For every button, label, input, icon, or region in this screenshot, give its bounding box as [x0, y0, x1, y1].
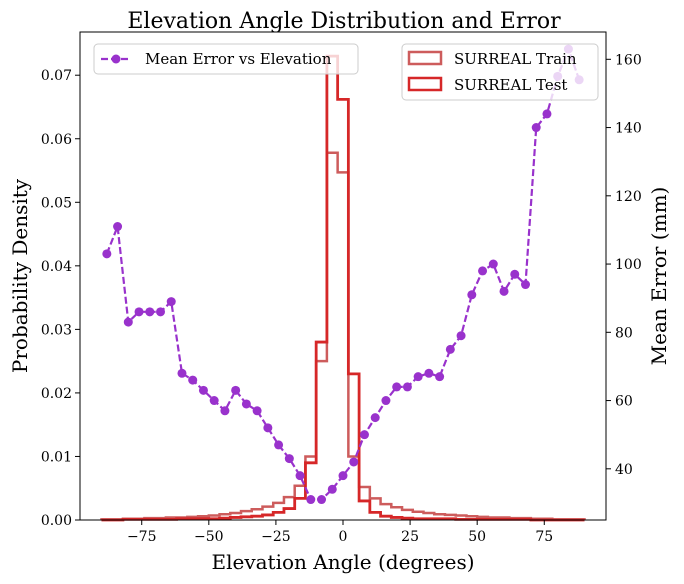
y-left-tick-label: 0.06: [41, 132, 72, 148]
test-bin: [252, 516, 263, 520]
mean-error-point: [510, 269, 520, 279]
mean-error-point: [338, 471, 348, 481]
mean-error-point: [156, 307, 166, 317]
test-bin: [381, 516, 392, 520]
mean-error-point: [392, 382, 402, 392]
legend-test-swatch: [407, 76, 443, 92]
mean-error-point: [359, 430, 369, 440]
legend-error-frame: [93, 43, 359, 75]
x-tick-label: −75: [127, 529, 157, 545]
mean-error-point: [413, 372, 423, 382]
test-bin: [262, 515, 273, 520]
y-left-tick-label: 0.02: [41, 386, 72, 402]
mean-error-point: [381, 396, 391, 406]
y-left-tick-label: 0.04: [41, 259, 72, 275]
mean-error-point: [188, 375, 198, 385]
mean-error-point: [123, 317, 133, 327]
mean-error-point: [198, 385, 208, 395]
y-right-tick-label: 40: [615, 462, 633, 478]
y-axis-right-label: Mean Error (mm): [647, 187, 671, 366]
y-right-tick-label: 120: [615, 189, 642, 205]
y-left-tick-label: 0.05: [41, 195, 72, 211]
y-right-tick-label: 80: [615, 325, 633, 341]
legend-error-label: Mean Error vs Elevation: [145, 50, 332, 68]
train-outline: [100, 151, 586, 521]
mean-error-point: [134, 307, 144, 317]
series-surreal-train: [100, 151, 586, 521]
y-left-tick-label: 0.03: [41, 322, 72, 338]
test-bin: [327, 56, 338, 520]
mean-error-point: [284, 454, 294, 464]
x-tick-label: −25: [261, 529, 291, 545]
mean-error-point: [402, 382, 412, 392]
x-axis-label: Elevation Angle (degrees): [211, 550, 474, 574]
x-tick-label: 25: [401, 529, 419, 545]
test-bin: [370, 512, 381, 520]
y-right-tick-label: 140: [615, 121, 642, 137]
mean-error-point: [327, 484, 337, 494]
mean-error-point: [241, 399, 251, 409]
mean-error-point: [531, 123, 541, 133]
legend-histograms: SURREAL Train SURREAL Test: [401, 43, 599, 101]
test-bin: [273, 512, 284, 520]
mean-error-point: [520, 280, 530, 290]
legend-error-marker: [111, 54, 121, 64]
mean-error-point: [263, 423, 273, 433]
legend-error: Mean Error vs Elevation: [93, 43, 359, 75]
mean-error-point: [467, 290, 477, 300]
y-axis-right: 40 60 80 100 120 140 160: [606, 52, 642, 478]
y-right-tick-label: 60: [615, 394, 633, 410]
test-bin: [295, 498, 306, 520]
y-right-tick-label: 160: [615, 52, 642, 68]
mean-error-point: [102, 249, 112, 259]
test-bin: [284, 509, 295, 520]
mean-error-point: [499, 286, 509, 296]
mean-error-point: [317, 495, 327, 505]
x-tick-label: −50: [194, 529, 224, 545]
y-right-tick-label: 100: [615, 257, 642, 273]
x-tick-label: 50: [468, 529, 486, 545]
legend-train-label: SURREAL Train: [454, 50, 577, 68]
x-tick-label: 0: [339, 529, 348, 545]
y-left-tick-label: 0.00: [41, 513, 72, 529]
legend-histograms-frame: [401, 43, 599, 101]
x-tick-label: 75: [535, 529, 553, 545]
mean-error-point: [488, 259, 498, 269]
mean-error-point: [295, 471, 305, 481]
mean-error-point: [113, 222, 123, 232]
mean-error-point: [274, 440, 284, 450]
mean-error-point: [478, 266, 488, 276]
legend-test-label: SURREAL Test: [454, 76, 567, 94]
test-bin: [359, 501, 370, 520]
y-axis-left: 0.00 0.01 0.02 0.03 0.04 0.05 0.06 0.07: [41, 68, 80, 529]
mean-error-point: [424, 368, 434, 378]
mean-error-point: [542, 109, 552, 119]
mean-error-point: [370, 413, 380, 423]
test-bin: [338, 99, 349, 520]
mean-error-point: [306, 495, 316, 505]
y-left-tick-label: 0.01: [41, 449, 72, 465]
mean-error-point: [209, 396, 219, 406]
mean-error-point: [166, 297, 176, 307]
test-bin: [316, 342, 327, 520]
test-bin: [348, 374, 359, 520]
mean-error-point: [177, 368, 187, 378]
mean-error-point: [220, 406, 230, 416]
legend-train-swatch: [407, 50, 443, 66]
mean-error-point: [252, 406, 262, 416]
x-axis: −75 −50 −25 0 25 50 75: [127, 520, 553, 545]
mean-error-point: [445, 344, 455, 354]
chart-title: Elevation Angle Distribution and Error: [127, 9, 561, 34]
y-axis-left-label: Probability Density: [8, 178, 32, 373]
mean-error-point: [456, 331, 466, 341]
mean-error-point: [145, 307, 155, 317]
mean-error-point: [231, 385, 241, 395]
plot-area: [79, 31, 607, 522]
y-left-tick-label: 0.07: [41, 68, 72, 84]
mean-error-point: [349, 457, 359, 467]
mean-error-point: [435, 372, 445, 382]
